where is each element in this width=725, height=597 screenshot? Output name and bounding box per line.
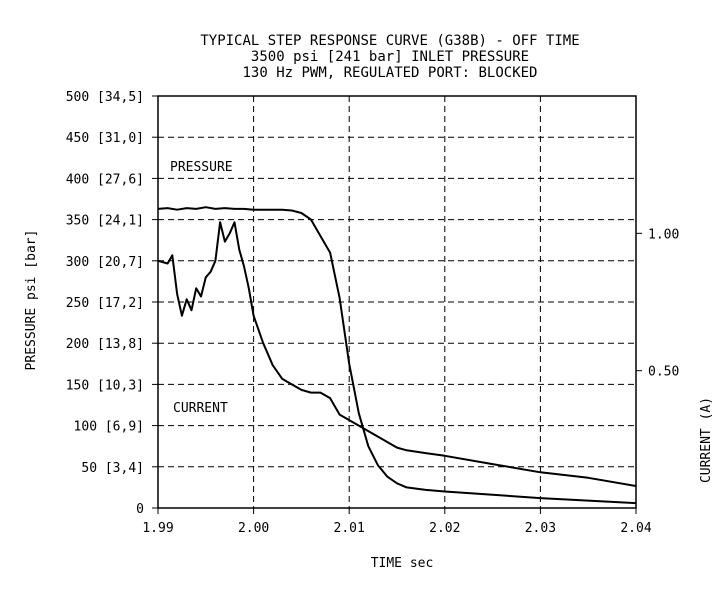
y2-tick-label: 0.50: [648, 365, 679, 380]
x-tick-label: 2.04: [620, 521, 651, 536]
y-tick-label: 50 [3,4]: [81, 461, 144, 476]
y-axis-label: PRESSURE psi [bar]: [24, 230, 39, 371]
current-series-label: CURRENT: [173, 401, 228, 416]
x-tick-label: 2.03: [525, 521, 556, 536]
chart-subtitle-line-2: 130 Hz PWM, REGULATED PORT: BLOCKED: [242, 65, 537, 81]
grid-lines: [158, 96, 636, 508]
x-tick-label: 2.01: [334, 521, 365, 536]
series-lines: [157, 206, 637, 505]
series-line-pressure: [157, 206, 637, 505]
y-tick-label: 250 [17,2]: [66, 296, 144, 311]
pressure-series-label: PRESSURE: [170, 160, 233, 175]
y-tick-label: 300 [20,7]: [66, 255, 144, 270]
y-tick-label: 400 [27,6]: [66, 172, 144, 187]
y-tick-label: 150 [10,3]: [66, 378, 144, 393]
x-tick-label: 1.99: [142, 521, 173, 536]
y-tick-label: 350 [24,1]: [66, 214, 144, 229]
y2-tick-label: 1.00: [648, 227, 679, 242]
chart-subtitle-line-1: 3500 psi [241 bar] INLET PRESSURE: [251, 49, 529, 65]
y-tick-label: 500 [34,5]: [66, 90, 144, 105]
y-tick-label: 0: [136, 502, 144, 517]
tick-labels: 0 50 [3,4] 100 [6,9] 150 [10,3] 200 [13,8] 25…: [66, 90, 680, 536]
x-tick-label: 2.02: [429, 521, 460, 536]
y-tick-label: 200 [13,8]: [66, 337, 144, 352]
y2-axis-label: CURRENT (A): [699, 397, 714, 483]
chart-title: TYPICAL STEP RESPONSE CURVE (G38B) - OFF…: [200, 33, 579, 49]
y-tick-label: 450 [31,0]: [66, 131, 144, 146]
y-tick-label: 100 [6,9]: [74, 420, 144, 435]
series-line-current: [157, 221, 637, 487]
x-tick-label: 2.00: [238, 521, 269, 536]
x-axis-label: TIME sec: [371, 556, 434, 571]
